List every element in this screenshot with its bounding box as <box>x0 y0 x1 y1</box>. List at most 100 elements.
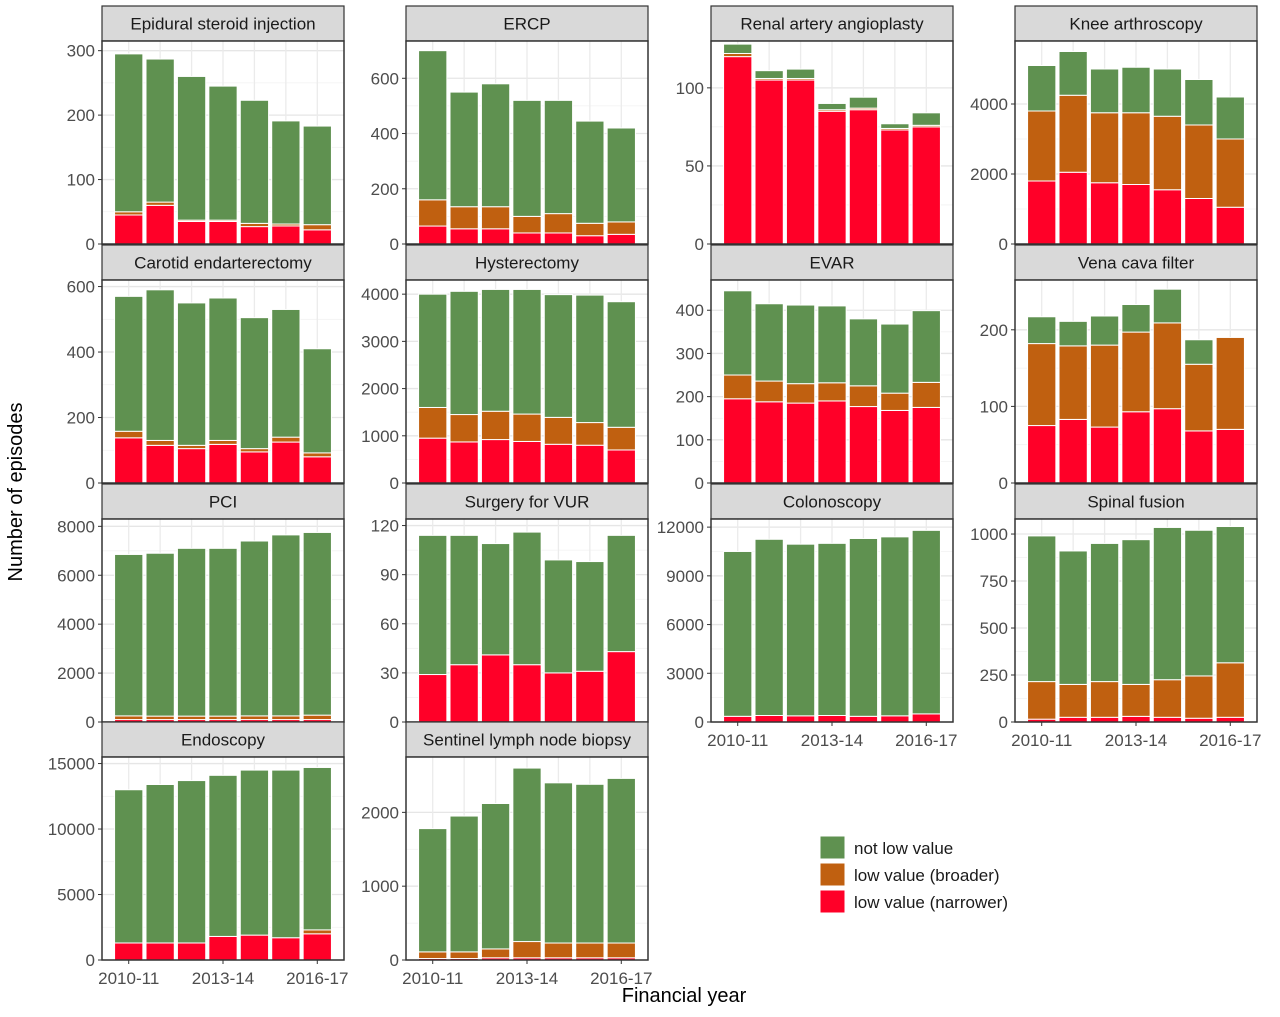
bar-broader <box>817 382 847 402</box>
facet-strip <box>710 5 954 42</box>
panel-border <box>710 40 954 245</box>
bar-narrower <box>880 129 910 245</box>
bar-broader <box>1152 679 1183 718</box>
bar-broader <box>302 714 332 721</box>
bar-broader <box>114 430 144 439</box>
bar-not-low <box>1027 316 1057 345</box>
bar-broader <box>543 942 574 959</box>
bar-broader <box>754 380 784 403</box>
bar-narrower <box>1089 182 1120 245</box>
bar-not-low <box>848 318 879 387</box>
bar-narrower <box>880 409 910 484</box>
y-tick-label: 200 <box>67 409 95 428</box>
y-tick-label: 8000 <box>57 517 95 536</box>
facet-title: ERCP <box>503 15 550 34</box>
bar-narrower <box>543 672 574 723</box>
y-axis-title: Number of episodes <box>5 403 27 582</box>
y-tick-label: 0 <box>86 713 95 732</box>
bar-not-low <box>1152 288 1183 324</box>
y-tick-label: 0 <box>86 951 95 970</box>
y-tick-label: 0 <box>86 235 95 254</box>
bar-narrower <box>239 226 270 245</box>
bar-broader <box>575 942 605 959</box>
bar-narrower <box>543 443 574 484</box>
bar-broader <box>1058 345 1088 420</box>
bar-broader <box>418 951 448 960</box>
bar-not-low <box>271 308 301 438</box>
x-tick-label: 2016-17 <box>1199 731 1261 750</box>
bar-narrower <box>1121 715 1151 723</box>
bar-not-low <box>754 303 784 382</box>
bar-narrower <box>114 437 144 484</box>
bar-not-low <box>1089 542 1120 683</box>
bar-not-low <box>271 534 301 717</box>
bar-not-low <box>848 96 879 109</box>
bar-narrower <box>1027 425 1057 484</box>
bar-broader <box>606 221 636 235</box>
facet-title: Hysterectomy <box>475 254 579 273</box>
y-tick-label: 10000 <box>48 820 95 839</box>
bar-narrower <box>848 109 879 245</box>
bar-narrower <box>848 715 879 723</box>
bar-not-low <box>418 50 448 201</box>
y-tick-label: 5000 <box>57 886 95 905</box>
panel-border <box>101 279 345 484</box>
bar-narrower <box>848 406 879 484</box>
y-tick-label: 0 <box>999 713 1008 732</box>
bar-not-low <box>1215 96 1245 140</box>
bar-not-low <box>1184 79 1214 126</box>
y-tick-label: 600 <box>371 69 399 88</box>
panel-border <box>405 279 649 484</box>
bar-narrower <box>302 456 332 484</box>
bar-narrower <box>723 56 753 245</box>
bar-not-low <box>480 83 511 208</box>
facet-title: Renal artery angioplasty <box>740 15 924 34</box>
bar-broader <box>302 224 332 231</box>
bar-not-low <box>1215 526 1245 664</box>
x-tick-label: 2013-14 <box>1105 731 1167 750</box>
y-tick-label: 0 <box>999 235 1008 254</box>
bar-broader <box>302 452 332 458</box>
y-tick-label: 30 <box>380 664 399 683</box>
bar-narrower <box>418 225 448 245</box>
bar-broader <box>848 385 879 408</box>
bar-narrower <box>145 942 175 961</box>
x-tick-label: 2013-14 <box>192 969 254 988</box>
y-tick-label: 60 <box>380 615 399 634</box>
y-tick-label: 15000 <box>48 755 95 774</box>
bar-not-low <box>114 789 144 944</box>
bar-broader <box>418 199 448 227</box>
legend-swatch <box>819 862 846 887</box>
bar-narrower <box>575 444 605 484</box>
bar-not-low <box>239 540 270 717</box>
facet-strip <box>101 244 345 281</box>
facet-strip <box>405 244 649 281</box>
bar-narrower <box>1121 411 1151 484</box>
bar-not-low <box>880 536 910 717</box>
bar-broader <box>1215 138 1245 208</box>
y-tick-label: 0 <box>695 474 704 493</box>
bar-narrower <box>239 934 270 961</box>
bar-broader <box>606 426 636 451</box>
bar-narrower <box>512 664 542 723</box>
bar-narrower <box>418 674 448 723</box>
bar-broader <box>449 951 479 960</box>
y-tick-label: 750 <box>980 572 1008 591</box>
bar-not-low <box>911 529 941 715</box>
facet-title: Endoscopy <box>181 731 266 750</box>
facet-title: Vena cava filter <box>1078 254 1195 273</box>
bar-not-low <box>302 348 332 454</box>
facet-strip <box>101 721 345 758</box>
x-axis-title: Financial year <box>622 985 747 1007</box>
bar-not-low <box>723 550 753 717</box>
y-tick-label: 100 <box>980 397 1008 416</box>
legend-label: low value (narrower) <box>854 893 1008 912</box>
bar-not-low <box>754 538 784 717</box>
bar-narrower <box>271 441 301 484</box>
x-tick-label: 2010-11 <box>402 969 463 988</box>
y-tick-label: 3000 <box>666 664 704 683</box>
bar-broader <box>480 206 511 230</box>
bar-not-low <box>480 803 511 950</box>
